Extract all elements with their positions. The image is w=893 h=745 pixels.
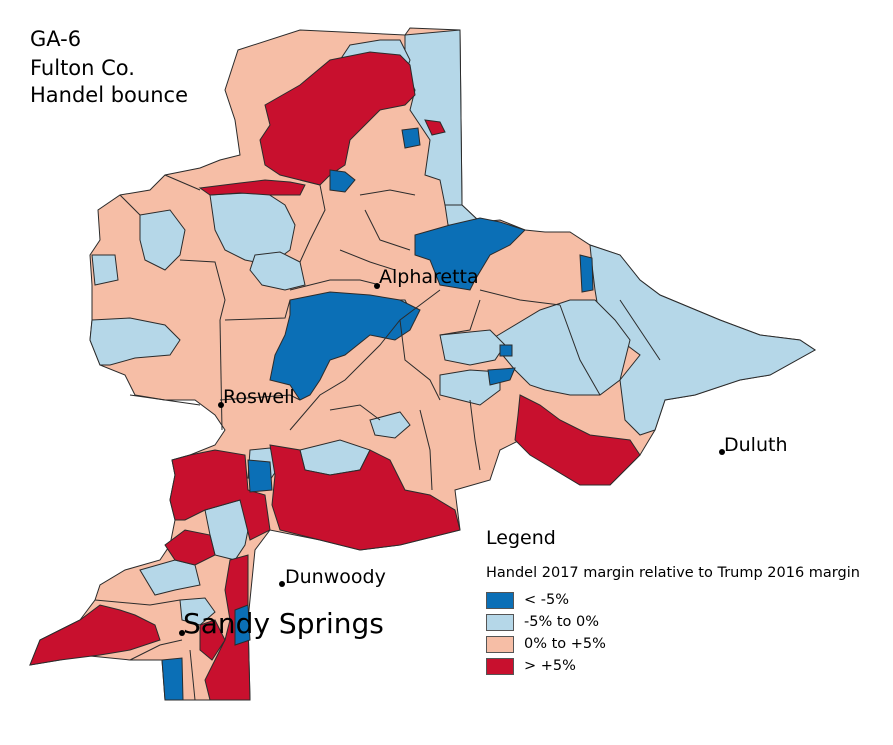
map-title-line-1: GA-6 — [30, 27, 82, 51]
legend-item: < -5% — [486, 590, 569, 610]
legend-label: -5% to 0% — [524, 614, 600, 630]
strong-red-precincts — [29, 51, 641, 701]
legend-swatch — [486, 635, 514, 653]
roswell-dot — [218, 402, 224, 408]
city-markers — [179, 283, 725, 636]
duluth-dot — [719, 449, 725, 455]
legend-label: > +5% — [524, 658, 576, 674]
legend-label: 0% to +5% — [524, 636, 606, 652]
legend-item: 0% to +5% — [486, 634, 606, 654]
strong-blue-precincts — [161, 127, 594, 701]
place-label-sandy-springs: Sandy Springs — [183, 607, 384, 640]
place-label-alpharetta: Alpharetta — [379, 266, 479, 288]
legend-label: < -5% — [524, 592, 569, 608]
dunwoody-dot — [279, 581, 285, 587]
place-label-roswell: Roswell — [223, 386, 295, 408]
legend-swatch — [486, 613, 514, 631]
alpharetta-dot — [374, 283, 380, 289]
legend-swatch — [486, 657, 514, 675]
map-title-line-2: Fulton Co. — [30, 56, 135, 80]
legend-item: > +5% — [486, 656, 576, 676]
place-label-duluth: Duluth — [724, 434, 788, 456]
map-title-line-3: Handel bounce — [30, 83, 188, 107]
precinct-boundaries — [94, 174, 661, 701]
legend-title: Legend — [486, 527, 556, 549]
sandy-springs-dot — [179, 630, 185, 636]
legend-subtitle: Handel 2017 margin relative to Trump 201… — [486, 565, 860, 581]
legend-item: -5% to 0% — [486, 612, 599, 632]
legend-swatch — [486, 591, 514, 609]
place-label-dunwoody: Dunwoody — [285, 566, 386, 588]
